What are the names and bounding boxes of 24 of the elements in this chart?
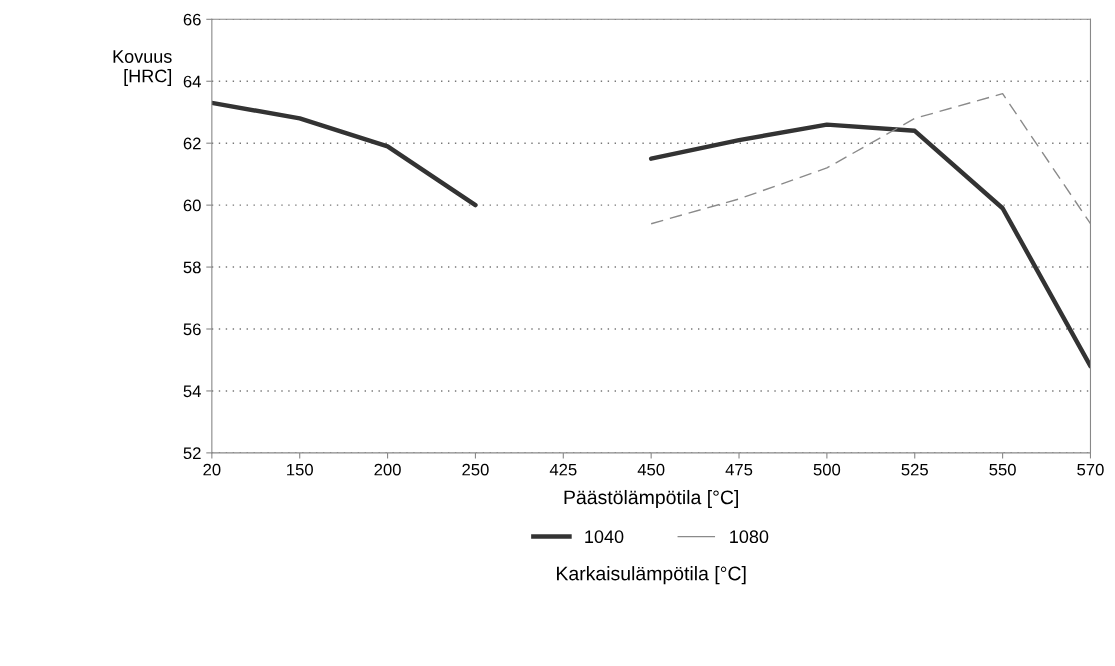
y-tick-label: 58	[183, 261, 201, 274]
x-tick-label: 150	[287, 463, 313, 476]
x-tick-label: 570	[1077, 463, 1104, 476]
y-tick-label: 60	[183, 199, 201, 212]
x-tick-label: 525	[901, 463, 928, 476]
y-tick-label: 54	[183, 385, 201, 398]
legend-label: 1080	[730, 530, 769, 544]
x-tick-label: 450	[637, 463, 665, 476]
x-tick-label: 475	[725, 463, 753, 476]
y-tick-label: 66	[183, 13, 201, 26]
legend-title: Karkaisulämpötila [°C]	[557, 566, 746, 585]
y-axis-title: Kovuus [HRC]	[113, 50, 172, 86]
legend-label: 1040	[585, 530, 624, 544]
y-tick-label: 64	[183, 75, 201, 88]
x-tick-label: 250	[462, 463, 489, 476]
y-tick-label: 62	[183, 137, 201, 150]
x-tick-label: 500	[813, 463, 841, 476]
x-axis-title: Päästölämpötila [°C]	[564, 489, 738, 509]
x-tick-label: 425	[549, 463, 577, 476]
x-tick-label: 550	[989, 463, 1016, 476]
y-tick-label: 52	[183, 447, 201, 460]
y-tick-label: 56	[183, 323, 201, 336]
x-tick-label: 20	[203, 463, 221, 476]
x-tick-label: 200	[374, 463, 401, 476]
